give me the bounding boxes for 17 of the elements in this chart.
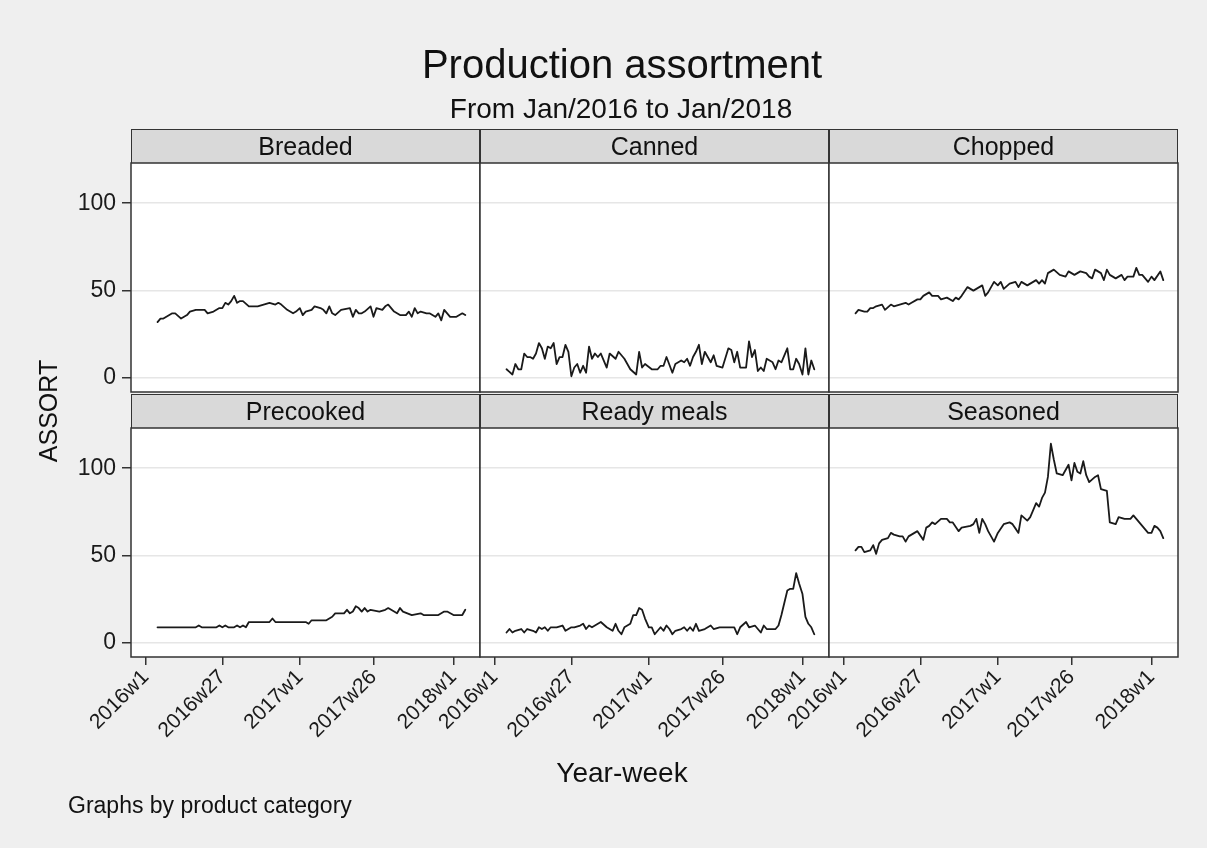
chart-title: Breaded xyxy=(258,132,353,160)
chart-title: Chopped xyxy=(952,132,1055,160)
text: Production assortment xyxy=(421,42,823,86)
text: Year-week xyxy=(556,757,688,788)
chart-title: Precooked xyxy=(245,397,366,425)
y-tick-label: 100 xyxy=(77,188,116,215)
y-tick-label: 50 xyxy=(90,275,116,302)
text: Graphs by product category xyxy=(68,792,352,818)
y-tick-label: 0 xyxy=(103,363,116,390)
y-tick-label: 50 xyxy=(90,540,116,567)
chart-title: Canned xyxy=(610,132,699,160)
y-tick-label: 100 xyxy=(77,453,116,480)
y-tick-label: 0 xyxy=(103,628,116,655)
chart-title: Seasoned xyxy=(947,397,1060,425)
text: From Jan/2016 to Jan/2018 xyxy=(449,93,793,124)
text: ASSORT xyxy=(33,359,62,463)
chart-title: Ready meals xyxy=(581,397,728,425)
